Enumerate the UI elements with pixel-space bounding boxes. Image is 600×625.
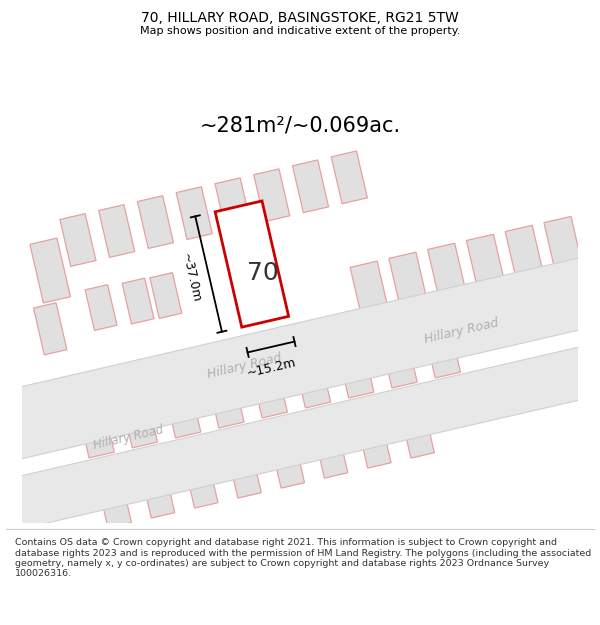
Bar	[544, 216, 583, 272]
Text: 70: 70	[247, 261, 279, 285]
Bar	[165, 387, 201, 438]
Bar	[389, 252, 427, 308]
Text: ~37.0m: ~37.0m	[179, 252, 203, 304]
Bar	[358, 421, 391, 468]
Bar	[176, 187, 212, 239]
Bar	[293, 160, 329, 212]
Bar	[142, 471, 175, 518]
Bar	[85, 284, 117, 331]
Bar	[150, 272, 182, 318]
Bar	[401, 411, 434, 458]
Text: 70, HILLARY ROAD, BASINGSTOKE, RG21 5TW: 70, HILLARY ROAD, BASINGSTOKE, RG21 5TW	[141, 11, 459, 24]
Bar	[122, 278, 154, 324]
Bar	[98, 481, 131, 528]
Text: Hillary Road: Hillary Road	[424, 316, 500, 346]
Text: ~15.2m: ~15.2m	[245, 356, 297, 380]
Bar	[34, 302, 67, 355]
Bar	[505, 226, 544, 281]
Bar	[466, 234, 505, 290]
Bar	[272, 441, 305, 488]
Bar	[295, 357, 331, 408]
Bar	[79, 407, 114, 458]
Bar	[583, 208, 600, 263]
Bar	[382, 337, 417, 388]
Polygon shape	[0, 334, 600, 542]
Text: Hillary Road: Hillary Road	[92, 424, 165, 452]
Bar	[60, 214, 96, 266]
Polygon shape	[0, 241, 600, 476]
Bar	[185, 461, 218, 508]
Bar	[208, 377, 244, 428]
Bar	[350, 261, 389, 317]
Bar	[254, 169, 290, 222]
Bar	[137, 196, 173, 249]
Bar	[215, 178, 251, 231]
Text: Hillary Road: Hillary Road	[206, 351, 283, 381]
Text: ~281m²/~0.069ac.: ~281m²/~0.069ac.	[199, 115, 401, 135]
Text: Map shows position and indicative extent of the property.: Map shows position and indicative extent…	[140, 26, 460, 36]
Bar	[338, 347, 374, 398]
Bar	[215, 201, 289, 327]
Text: Contains OS data © Crown copyright and database right 2021. This information is : Contains OS data © Crown copyright and d…	[15, 538, 591, 578]
Bar	[315, 431, 348, 478]
Bar	[331, 151, 367, 204]
Bar	[425, 327, 460, 378]
Bar	[122, 397, 158, 448]
Bar	[30, 238, 70, 303]
Bar	[252, 367, 287, 418]
Bar	[98, 205, 135, 258]
Bar	[428, 243, 466, 299]
Bar	[228, 451, 261, 498]
